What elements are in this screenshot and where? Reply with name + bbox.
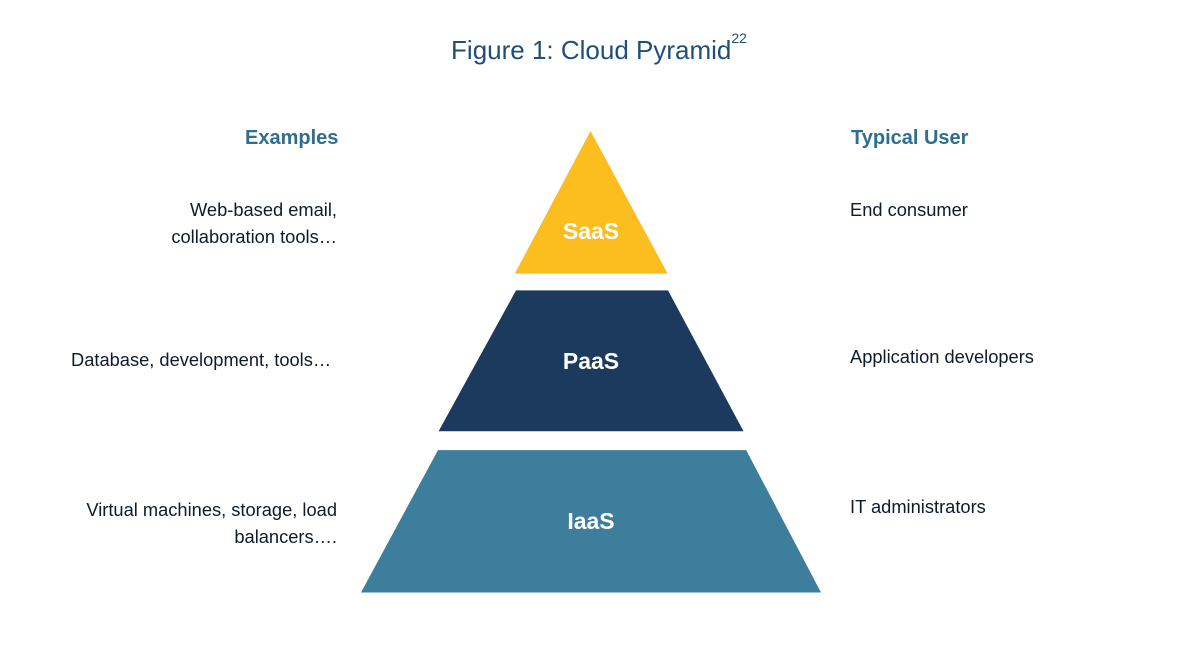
svg-text:IaaS: IaaS bbox=[567, 508, 614, 534]
svg-text:SaaS: SaaS bbox=[563, 218, 619, 244]
svg-text:PaaS: PaaS bbox=[563, 348, 619, 374]
